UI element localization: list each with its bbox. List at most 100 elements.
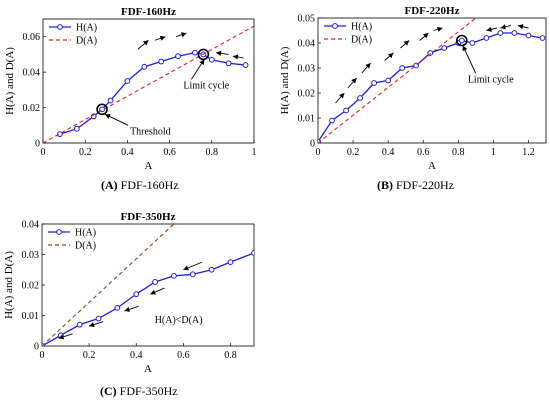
y-axis-label-b: H(A) and D(A) bbox=[279, 46, 291, 114]
x-tick-label-b-2: 0.4 bbox=[382, 147, 395, 158]
x-tick-label-b-1: 0.2 bbox=[347, 147, 360, 158]
legend-marker-a-0 bbox=[57, 24, 63, 30]
annotation-label-a-0: Threshold bbox=[130, 126, 171, 137]
x-axis-label-a: A bbox=[145, 160, 153, 172]
annotation-label-a-1: Limit cycle bbox=[183, 80, 229, 91]
y-tick-label-b-1: 0.01 bbox=[298, 114, 316, 125]
x-axis-label-c: A bbox=[144, 363, 152, 375]
series-line-c-0 bbox=[42, 252, 254, 346]
annotation-label-b-0: Limit cycle bbox=[468, 75, 514, 86]
legend-label-b-1: D(A) bbox=[351, 35, 372, 46]
trajectory-arrow-b-3-head bbox=[387, 53, 394, 59]
annotation-circle-b-0 bbox=[456, 34, 468, 47]
plot-area-c bbox=[42, 224, 254, 346]
data-point-c-4 bbox=[114, 304, 121, 311]
chart-b: FDF-220Hz 0 0.2 0.4 0.6 0.8 1 1.2 0 0.01 0.02 0.03 0… bbox=[279, 5, 547, 172]
trajectory-arrow-c-1-head bbox=[150, 289, 156, 295]
y-tick-label-c-3: 0.03 bbox=[22, 250, 40, 261]
legend-label-c-1: D(A) bbox=[75, 241, 96, 252]
data-point-a-9 bbox=[192, 49, 198, 56]
data-point-b-3 bbox=[357, 95, 363, 101]
data-point-c-3 bbox=[95, 315, 102, 322]
data-point-a-8 bbox=[175, 53, 181, 60]
trajectory-arrow-b-5-head bbox=[423, 33, 429, 39]
data-point-c-6 bbox=[152, 279, 158, 285]
data-point-b-17 bbox=[539, 35, 546, 41]
data-point-a-6 bbox=[141, 63, 148, 70]
legend-label-c-0: H(A) bbox=[75, 228, 96, 239]
trajectory-arrow-c-0-head bbox=[183, 265, 189, 271]
legend-label-a-0: H(A) bbox=[76, 23, 97, 34]
y-tick-label-a-1: 0.02 bbox=[23, 103, 41, 114]
data-point-b-8 bbox=[427, 50, 434, 56]
trajectory-arrow-a-4-head bbox=[232, 54, 239, 60]
y-tick-label-a-0: 0 bbox=[35, 139, 40, 150]
annotation-arrow-b-0-head bbox=[462, 45, 468, 52]
trajectory-arrow-a-2-head bbox=[180, 32, 187, 38]
data-point-b-4 bbox=[371, 80, 378, 86]
trajectory-arrow-c-4-head bbox=[58, 334, 65, 340]
trajectory-arrow-c-3-head bbox=[89, 322, 95, 328]
y-tick-label-b-3: 0.03 bbox=[298, 64, 316, 75]
data-point-b-12 bbox=[469, 40, 476, 46]
data-point-c-8 bbox=[189, 271, 196, 278]
series-line-b-1 bbox=[318, 18, 477, 143]
x-tick-label-c-1: 0.2 bbox=[83, 350, 96, 361]
legend-marker-b-0 bbox=[332, 23, 338, 29]
annotation-label-c-0: H(A)<D(A) bbox=[155, 315, 203, 326]
caption-b: (B) FDF-220Hz bbox=[377, 178, 454, 193]
caption-c-letter: (C) bbox=[100, 384, 117, 398]
trajectory-arrow-b-6-head bbox=[437, 26, 443, 32]
chart-title-b: FDF-220Hz bbox=[405, 5, 460, 17]
trajectory-arrow-b-1-head bbox=[351, 78, 357, 84]
chart-title-c: FDF-350Hz bbox=[121, 211, 176, 223]
x-tick-label-a-2: 0.4 bbox=[121, 147, 134, 158]
plot-area-b bbox=[318, 18, 546, 143]
data-point-c-9 bbox=[208, 266, 215, 273]
plot-frame-a bbox=[42, 18, 255, 144]
chart-a: FDF-160Hz 0 0.2 0.4 0.6 0.8 1 0 0.02 0.04 0.06 A H(A… bbox=[4, 6, 257, 172]
series-line-a-0 bbox=[59, 51, 246, 135]
data-point-c-11 bbox=[251, 250, 254, 256]
y-tick-label-c-1: 0.01 bbox=[22, 311, 40, 322]
x-tick-label-a-3: 0.6 bbox=[163, 147, 176, 158]
y-axis-label-c: H(A) and D(A) bbox=[3, 251, 15, 319]
data-point-c-2 bbox=[76, 321, 83, 328]
trajectory-arrow-a-0-head bbox=[142, 40, 149, 46]
data-point-b-6 bbox=[399, 65, 406, 71]
x-tick-label-c-4: 0.8 bbox=[224, 350, 237, 361]
caption-c: (C) FDF-350Hz bbox=[100, 384, 178, 399]
data-point-a-1 bbox=[73, 125, 80, 132]
data-point-b-1 bbox=[329, 117, 335, 124]
caption-b-text: FDF-220Hz bbox=[396, 178, 455, 192]
legend-label-b-0: H(A) bbox=[351, 22, 372, 33]
legend-marker-c-0 bbox=[56, 229, 62, 235]
x-tick-label-b-6: 1.2 bbox=[522, 147, 535, 158]
y-tick-label-a-3: 0.06 bbox=[23, 32, 41, 43]
y-tick-label-b-0: 0 bbox=[310, 139, 315, 150]
plot-area-a bbox=[43, 25, 254, 143]
y-tick-label-c-4: 0.04 bbox=[22, 220, 40, 231]
trajectory-arrow-b-2-head bbox=[365, 63, 371, 69]
series-line-c-1 bbox=[42, 224, 175, 346]
annotation-arrow-a-1-head bbox=[199, 59, 205, 66]
data-point-b-14 bbox=[497, 30, 504, 36]
data-point-c-5 bbox=[133, 291, 140, 298]
y-tick-label-c-2: 0.02 bbox=[22, 281, 40, 292]
x-tick-label-b-0: 0 bbox=[316, 147, 321, 158]
trajectory-arrow-b-7-head bbox=[486, 26, 492, 32]
data-point-b-5 bbox=[385, 77, 392, 84]
data-point-a-11 bbox=[208, 56, 215, 63]
x-tick-label-c-3: 0.6 bbox=[177, 350, 190, 361]
series-line-a-1 bbox=[43, 25, 254, 143]
data-point-b-9 bbox=[441, 45, 448, 51]
annotation-circle-a-0 bbox=[96, 103, 108, 116]
trajectory-arrow-b-4-head bbox=[403, 40, 410, 46]
data-point-b-11 bbox=[458, 37, 465, 44]
trajectory-arrow-a-3-head bbox=[216, 50, 222, 56]
x-tick-label-a-1: 0.2 bbox=[79, 147, 92, 158]
annotation-arrow-b-0-shaft bbox=[462, 45, 477, 74]
y-tick-label-c-0: 0 bbox=[34, 342, 39, 353]
data-point-b-2 bbox=[343, 107, 349, 114]
y-tick-label-a-2: 0.04 bbox=[23, 68, 41, 79]
